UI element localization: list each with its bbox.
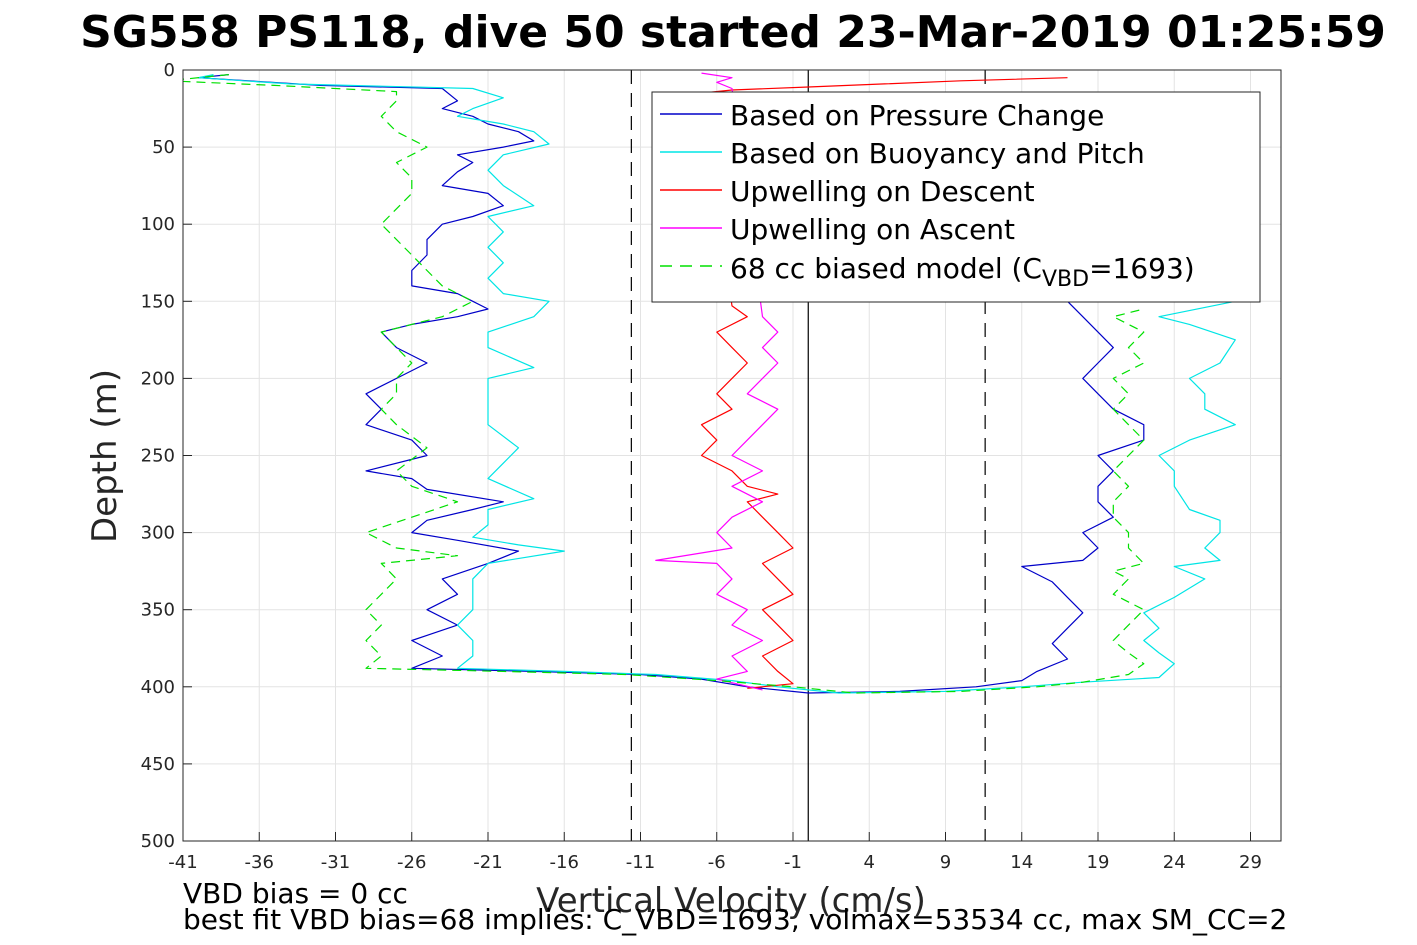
legend-model-subscript: VBD — [1042, 267, 1089, 292]
x-tick-label: -11 — [626, 852, 655, 873]
y-tick-label: 450 — [141, 754, 175, 775]
y-tick-label: 100 — [141, 214, 175, 235]
x-tick-label: -31 — [321, 852, 350, 873]
best-fit-note: best fit VBD bias=68 implies: C_VBD=1693… — [183, 903, 1287, 936]
series-line-0 — [197, 74, 1145, 694]
x-tick-label: 4 — [864, 852, 875, 873]
y-tick-label: 500 — [141, 831, 175, 852]
legend: Based on Pressure Change Based on Buoyan… — [651, 91, 1261, 303]
x-axis-label: Vertical Velocity (cm/s) — [536, 881, 926, 921]
legend-model-prefix: 68 cc biased model (C — [730, 252, 1042, 285]
legend-box — [651, 91, 1261, 303]
x-tick-label: -26 — [397, 852, 426, 873]
x-tick-label: -6 — [708, 852, 726, 873]
x-tick-label: 14 — [1010, 852, 1033, 873]
y-tick-label: 400 — [141, 677, 175, 698]
legend-label-buoyancy: Based on Buoyancy and Pitch — [730, 137, 1145, 170]
y-tick-label: 300 — [141, 523, 175, 544]
legend-label-pressure: Based on Pressure Change — [730, 99, 1104, 132]
y-tick-label: 150 — [141, 291, 175, 312]
vbd-bias-note: VBD bias = 0 cc — [183, 877, 408, 910]
y-tick-label: 50 — [152, 137, 175, 158]
x-tick-label: -36 — [245, 852, 274, 873]
y-ticks: 0 50 100 150 200 250 300 350 400 450 500 — [141, 60, 192, 852]
series-line-4 — [183, 74, 1145, 694]
x-tick-label: -41 — [168, 852, 197, 873]
x-tick-label: -16 — [550, 852, 579, 873]
series-line-3 — [655, 72, 779, 691]
y-tick-label: 0 — [164, 60, 175, 81]
x-tick-label: -21 — [473, 852, 502, 873]
x-tick-label: 29 — [1239, 852, 1262, 873]
y-axis-label: Depth (m) — [85, 369, 125, 543]
y-tick-label: 250 — [141, 446, 175, 467]
x-tick-label: 9 — [940, 852, 951, 873]
x-tick-label: -1 — [784, 852, 802, 873]
legend-swatches — [660, 113, 722, 267]
chart-title: SG558 PS118, dive 50 started 23-Mar-2019… — [80, 7, 1386, 58]
legend-label-upwelling-ascent: Upwelling on Ascent — [730, 213, 1015, 246]
x-ticks: -41 -36 -31 -26 -21 -16 -11 -6 -1 4 9 14 19 24 29 — [168, 832, 1262, 873]
x-tick-label: 19 — [1087, 852, 1110, 873]
legend-label-upwelling-descent: Upwelling on Descent — [730, 175, 1035, 208]
legend-model-suffix: =1693) — [1089, 252, 1195, 285]
series-line-1 — [197, 74, 1236, 694]
legend-label-biased-model: 68 cc biased model (CVBD=1693) — [730, 252, 1195, 292]
x-tick-label: 24 — [1163, 852, 1186, 873]
y-tick-label: 200 — [141, 368, 175, 389]
y-tick-label: 350 — [141, 600, 175, 621]
